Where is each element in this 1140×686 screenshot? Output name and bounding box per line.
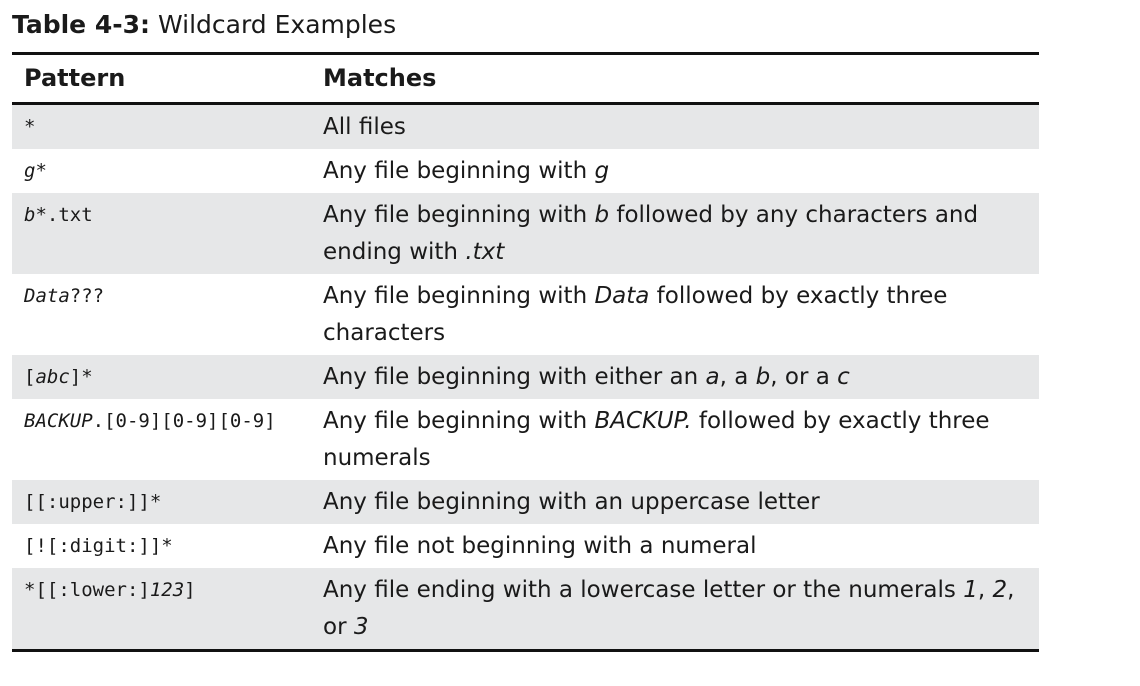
matches-cell: Any file beginning with b followed by an… (311, 193, 1039, 274)
pattern-cell: Data??? (12, 274, 311, 355)
matches-cell: Any file ending with a lowercase letter … (311, 568, 1039, 651)
pattern-cell-text: ??? (69, 285, 105, 307)
table-row: BACKUP.[0-9][0-9][0-9] Any file beginning… (12, 399, 1039, 480)
matches-cell: All files (311, 103, 1039, 149)
pattern-cell-text: * (24, 116, 36, 138)
matches-cell: Any file beginning with Data followed by… (311, 274, 1039, 355)
pattern-cell-text: BACKUP (24, 410, 93, 432)
pattern-cell: * (12, 103, 311, 149)
matches-cell-text: Any file beginning with (323, 283, 595, 309)
matches-cell: Any file beginning with g (311, 149, 1039, 193)
matches-cell-text: , or (323, 577, 1015, 640)
caption-label: Table 4-3: (12, 10, 150, 39)
table-row: [![:digit:]]* Any file not beginning with… (12, 524, 1039, 568)
pattern-cell: BACKUP.[0-9][0-9][0-9] (12, 399, 311, 480)
matches-cell-text: Any file beginning with (323, 202, 595, 228)
header-pattern: Pattern (24, 64, 126, 92)
pattern-cell-text: * (35, 160, 47, 182)
pattern-cell-text: abc (35, 366, 70, 388)
pattern-cell-text: ]* (69, 366, 93, 388)
pattern-cell: g* (12, 149, 311, 193)
pattern-cell: *[[:lower:]123] (12, 568, 311, 651)
table-row: *[[:lower:]123] Any file ending with a lo… (12, 568, 1039, 651)
pattern-cell-text: g (24, 160, 36, 182)
matches-cell-text: Any file beginning with either an (323, 364, 706, 390)
pattern-cell: [![:digit:]]* (12, 524, 311, 568)
matches-cell-text: followed by exactly three characters (323, 283, 948, 346)
matches-cell-text: 2 (992, 577, 1008, 603)
matches-cell-text: followed by any characters and ending wi… (323, 202, 979, 265)
wildcard-table: Pattern Matches * All files g* Any file beg… (12, 52, 1039, 652)
matches-cell-text: Any file beginning with (323, 158, 595, 184)
table-row: Data??? Any file beginning with Data foll… (12, 274, 1039, 355)
pattern-cell-text: [ (24, 366, 36, 388)
matches-cell-text: Any file beginning with an uppercase let… (323, 489, 820, 515)
pattern-cell-text: [![:digit:]]* (24, 535, 173, 557)
pattern-cell-text: Data (24, 285, 70, 307)
table-row: * All files (12, 103, 1039, 149)
matches-cell: Any file beginning with an uppercase let… (311, 480, 1039, 524)
matches-cell-text: All files (323, 114, 406, 140)
pattern-cell: b*.txt (12, 193, 311, 274)
pattern-cell: [[:upper:]]* (12, 480, 311, 524)
matches-cell-text: Any file not beginning with a numeral (323, 533, 757, 559)
pattern-cell-text: b (24, 204, 36, 226)
matches-cell-text: BACKUP. (594, 408, 692, 434)
matches-cell-text: b (755, 364, 771, 390)
pattern-cell-text: 123 (149, 579, 185, 601)
matches-cell-text: .txt (465, 239, 505, 265)
matches-cell-text: Data (594, 283, 650, 309)
matches-cell-text: 3 (353, 614, 369, 640)
header-matches: Matches (323, 64, 437, 92)
pattern-cell-text: ] (184, 579, 196, 601)
matches-cell-text: a (705, 364, 720, 390)
table-header-row: Pattern Matches (12, 54, 1039, 104)
matches-cell-text: , or a (770, 364, 838, 390)
matches-cell: Any file not beginning with a numeral (311, 524, 1039, 568)
pattern-cell: [abc]* (12, 355, 311, 399)
matches-cell-text: Any file beginning with (323, 408, 595, 434)
pattern-cell-text: *.txt (35, 204, 93, 226)
pattern-cell-text: *[[:lower:] (24, 579, 150, 601)
matches-cell-text: followed by exactly three numerals (323, 408, 990, 471)
table-row: [[:upper:]]* Any file beginning with an u… (12, 480, 1039, 524)
matches-cell: Any file beginning with BACKUP. followed… (311, 399, 1039, 480)
pattern-cell-text: .[0-9][0-9][0-9] (92, 410, 276, 432)
matches-cell-text: Any file ending with a lowercase letter … (323, 577, 964, 603)
matches-cell-text: g (594, 158, 610, 184)
table-row: [abc]* Any file beginning with either an … (12, 355, 1039, 399)
document-page: Table 4-3: Wildcard Examples Pattern Mat… (12, 8, 1039, 652)
matches-cell-text: , a (719, 364, 756, 390)
table-caption: Table 4-3: Wildcard Examples (12, 8, 1039, 52)
matches-cell-text: c (837, 364, 850, 390)
pattern-cell-text: [[:upper:]]* (24, 491, 162, 513)
caption-text: Wildcard Examples (157, 10, 397, 39)
table-row: g* Any file beginning with g (12, 149, 1039, 193)
table-body: * All files g* Any file beginning with g b*.… (12, 103, 1039, 651)
matches-cell-text: , (977, 577, 993, 603)
matches-cell-text: b (594, 202, 610, 228)
matches-cell-text: 1 (963, 577, 978, 603)
matches-cell: Any file beginning with either an a, a b… (311, 355, 1039, 399)
table-row: b*.txt Any file beginning with b followed… (12, 193, 1039, 274)
